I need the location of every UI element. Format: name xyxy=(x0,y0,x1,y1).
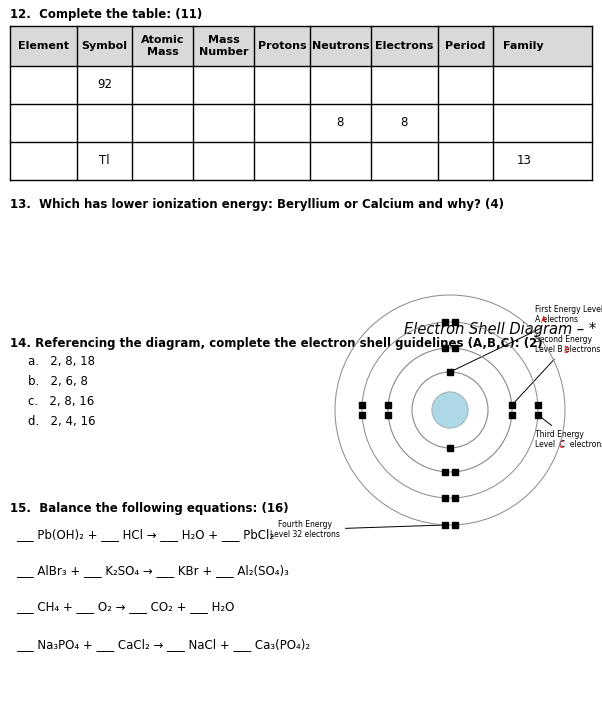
Text: Tl: Tl xyxy=(99,154,110,167)
Text: 15.  Balance the following equations: (16): 15. Balance the following equations: (16… xyxy=(10,502,288,515)
Text: Neutrons: Neutrons xyxy=(312,41,369,51)
Text: First Energy Level
A electrons: First Energy Level A electrons xyxy=(453,305,602,370)
Text: 13: 13 xyxy=(516,154,531,167)
Text: 8: 8 xyxy=(400,116,408,129)
Text: ___ Na₃PO₄ + ___ CaCl₂ → ___ NaCl + ___ Ca₃(PO₄)₂: ___ Na₃PO₄ + ___ CaCl₂ → ___ NaCl + ___ … xyxy=(16,638,310,651)
Text: Fourth Energy
Level 32 electrons: Fourth Energy Level 32 electrons xyxy=(270,520,442,539)
Text: Electrons: Electrons xyxy=(375,41,433,51)
Circle shape xyxy=(432,392,468,428)
Text: 14. Referencing the diagram, complete the electron shell guidelines (A,B,C): (2): 14. Referencing the diagram, complete th… xyxy=(10,337,542,350)
Text: 12.  Complete the table: (11): 12. Complete the table: (11) xyxy=(10,8,202,21)
Text: B: B xyxy=(563,346,568,355)
FancyBboxPatch shape xyxy=(10,26,592,66)
Text: Element: Element xyxy=(18,41,69,51)
Text: ___ Pb(OH)₂ + ___ HCl → ___ H₂O + ___ PbCl₂: ___ Pb(OH)₂ + ___ HCl → ___ H₂O + ___ Pb… xyxy=(16,528,274,541)
Text: a.   2, 8, 18: a. 2, 8, 18 xyxy=(28,355,95,368)
Text: Symbol: Symbol xyxy=(82,41,128,51)
Text: b.   2, 6, 8: b. 2, 6, 8 xyxy=(28,375,88,388)
Text: Protons: Protons xyxy=(258,41,306,51)
Text: Period: Period xyxy=(445,41,486,51)
Text: ___ CH₄ + ___ O₂ → ___ CO₂ + ___ H₂O: ___ CH₄ + ___ O₂ → ___ CO₂ + ___ H₂O xyxy=(16,600,234,613)
Text: c.   2, 8, 16: c. 2, 8, 16 xyxy=(28,395,95,408)
Text: ___ AlBr₃ + ___ K₂SO₄ → ___ KBr + ___ Al₂(SO₄)₃: ___ AlBr₃ + ___ K₂SO₄ → ___ KBr + ___ Al… xyxy=(16,564,289,577)
Text: 13.  Which has lower ionization energy: Beryllium or Calcium and why? (4): 13. Which has lower ionization energy: B… xyxy=(10,198,504,211)
Text: Mass
Number: Mass Number xyxy=(199,35,249,57)
Text: A: A xyxy=(541,316,546,325)
Text: d.   2, 4, 16: d. 2, 4, 16 xyxy=(28,415,96,428)
Text: 8: 8 xyxy=(337,116,344,129)
Text: C: C xyxy=(559,441,564,450)
Text: Third Energy
Level  C  electrons: Third Energy Level C electrons xyxy=(535,416,602,449)
Text: Atomic
Mass: Atomic Mass xyxy=(141,35,184,57)
Text: 92: 92 xyxy=(97,78,112,91)
Text: Second Energy
Level B electrons: Second Energy Level B electrons xyxy=(514,335,600,403)
Text: Family: Family xyxy=(503,41,544,51)
Text: Electron Shell Diagram – *: Electron Shell Diagram – * xyxy=(404,322,596,337)
